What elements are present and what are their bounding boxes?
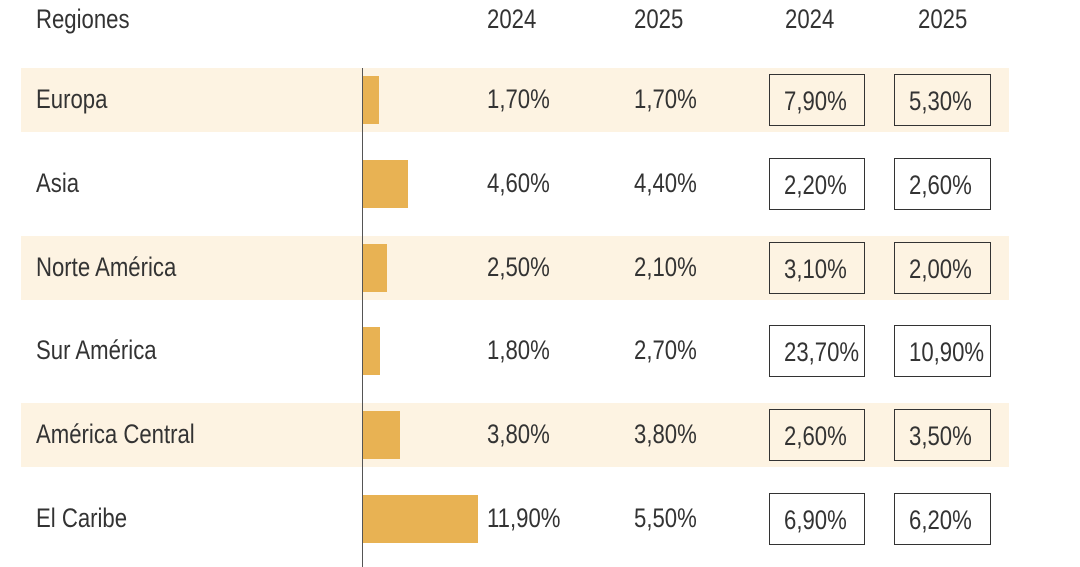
row-stripe <box>21 403 1009 468</box>
value-2024: 4,60% <box>487 167 550 198</box>
boxed-value-2024: 23,70% <box>769 325 865 378</box>
boxed-value-2025: 10,90% <box>894 325 991 378</box>
header-regiones: Regiones <box>36 4 130 34</box>
bar-3 <box>363 243 388 292</box>
bar-axis-line <box>362 68 363 567</box>
boxed-value-2024-text: 23,70% <box>784 337 860 368</box>
boxed-value-2025: 6,20% <box>894 493 991 545</box>
value-2025: 1,70% <box>634 84 697 114</box>
boxed-value-2025-text: 2,00% <box>909 253 972 284</box>
bar-5 <box>363 411 400 460</box>
boxed-value-2025-text: 6,20% <box>909 505 972 535</box>
region-label: Sur América <box>36 335 157 366</box>
boxed-value-2024-text: 7,90% <box>784 86 847 116</box>
value-2025: 5,50% <box>634 503 697 533</box>
value-2024: 1,80% <box>487 335 550 366</box>
bar-6 <box>363 495 478 543</box>
boxed-value-2024: 2,60% <box>769 409 865 462</box>
row-stripe <box>21 68 1009 132</box>
boxed-value-2024-text: 3,10% <box>784 253 847 284</box>
value-2024: 3,80% <box>487 419 550 450</box>
boxed-value-2024: 2,20% <box>769 157 865 210</box>
boxed-value-2024: 7,90% <box>769 74 865 126</box>
boxed-value-2025: 2,60% <box>894 157 991 210</box>
region-label: Asia <box>36 167 80 198</box>
boxed-value-2024: 3,10% <box>769 241 865 294</box>
bar-1 <box>363 76 380 124</box>
boxed-value-2025: 5,30% <box>894 74 991 126</box>
row-stripe <box>21 235 1009 300</box>
value-2024: 2,50% <box>487 251 550 282</box>
value-2024: 1,70% <box>487 84 550 114</box>
region-label: América Central <box>36 419 195 450</box>
boxed-value-2025: 3,50% <box>894 409 991 462</box>
region-label: Norte América <box>36 251 177 282</box>
value-2025: 3,80% <box>634 419 697 450</box>
boxed-value-2025-text: 2,60% <box>909 169 972 200</box>
boxed-value-2025: 2,00% <box>894 241 991 294</box>
bar-4 <box>363 327 381 376</box>
header-col4-2025: 2025 <box>918 4 968 34</box>
region-label: El Caribe <box>36 503 128 533</box>
boxed-value-2024: 6,90% <box>769 493 865 545</box>
value-2025: 4,40% <box>634 167 697 198</box>
header-col1-2024: 2024 <box>487 4 537 34</box>
boxed-value-2025-text: 3,50% <box>909 421 972 452</box>
boxed-value-2024-text: 2,20% <box>784 169 847 200</box>
boxed-value-2024-text: 6,90% <box>784 505 847 535</box>
header-col3-2024: 2024 <box>785 4 835 34</box>
value-2025: 2,10% <box>634 251 697 282</box>
value-2025: 2,70% <box>634 335 697 366</box>
header-col2-2025: 2025 <box>634 4 684 34</box>
boxed-value-2024-text: 2,60% <box>784 421 847 452</box>
value-2024: 11,90% <box>487 503 561 533</box>
bar-2 <box>363 159 408 208</box>
region-label: Europa <box>36 84 108 114</box>
boxed-value-2025-text: 10,90% <box>909 337 985 368</box>
boxed-value-2025-text: 5,30% <box>909 86 972 116</box>
